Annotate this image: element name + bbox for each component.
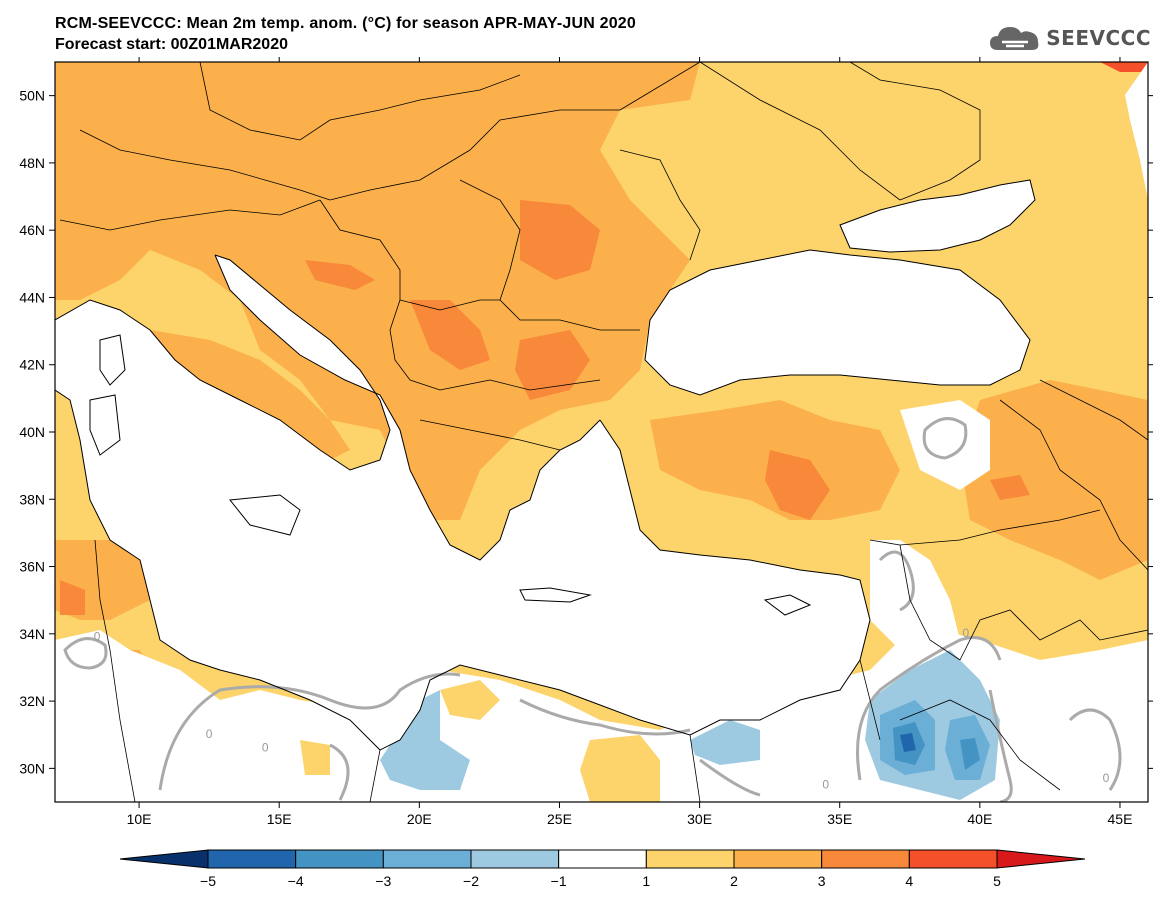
- colorbar-box: [295, 849, 384, 869]
- coastlines: [55, 179, 1036, 751]
- anomaly-field-minus-1-libya: [380, 690, 470, 790]
- seevccc-logo: SEEVCCC: [988, 22, 1151, 54]
- colorbar-box: [207, 849, 297, 869]
- sea-black: [645, 250, 1030, 395]
- colorbar-box: [382, 849, 472, 869]
- contour-labels: 0 0 0 0 0 0: [94, 626, 1110, 791]
- anomaly-field-4-5: [1100, 62, 1148, 72]
- anomaly-field-3-4-tunisia: [60, 580, 85, 615]
- anomaly-field-minus-3-saudi: [960, 738, 980, 770]
- sea-azov: [840, 180, 1035, 252]
- lat-tick-label: 36N: [19, 559, 45, 575]
- lat-tick-label: 32N: [19, 693, 45, 709]
- lat-tick-label: 46N: [19, 222, 45, 238]
- colorbar-min-triangle: [119, 849, 209, 869]
- colorbar-box: [645, 849, 735, 869]
- contour-label-zero: 0: [822, 778, 829, 792]
- anomaly-field-1-2-libya-patch: [440, 680, 500, 720]
- lon-tick-label: 40E: [967, 811, 992, 827]
- anomaly-field-3-4-serbia: [410, 300, 490, 370]
- colorbar-box: [558, 849, 647, 869]
- anomaly-field-2-3-east: [960, 380, 1148, 580]
- contour-label-zero: 0: [206, 727, 213, 741]
- logo-text: SEEVCCC: [1046, 26, 1151, 50]
- colorbar-level-label: 3: [818, 873, 826, 889]
- anomaly-field-near-zero-iraq: [900, 400, 990, 490]
- anomaly-field-3-4-romania: [520, 200, 600, 280]
- lat-tick-label: 30N: [19, 760, 45, 776]
- map-title: RCM-SEEVCCC: Mean 2m temp. anom. (°C) fo…: [55, 15, 636, 32]
- lat-tick-label: 34N: [19, 626, 45, 642]
- anomaly-field-minus-1-egypt: [690, 720, 760, 765]
- cloud-icon: [990, 27, 1039, 50]
- lat-tick-label: 40N: [19, 424, 45, 440]
- anomaly-field-minus-4-jordan: [900, 733, 916, 752]
- anomaly-field-1-2-egypt-patch: [580, 735, 660, 802]
- lon-tick-label: 10E: [127, 811, 152, 827]
- lon-tick-label: 25E: [547, 811, 572, 827]
- lon-tick-label: 15E: [267, 811, 292, 827]
- lat-tick-label: 48N: [19, 155, 45, 171]
- sea-caspian: [1125, 62, 1148, 200]
- longitude-axis: 10E 15E 20E 25E 30E 35E 40E 45E: [127, 57, 1133, 827]
- anomaly-field-1-2-egypt-patch-2: [300, 740, 330, 775]
- colorbar-level-label: −4: [288, 873, 304, 889]
- colorbar-max-triangle: [996, 849, 1086, 869]
- anomaly-field-3-4-turkey: [765, 450, 830, 520]
- lat-tick-label: 50N: [19, 88, 45, 104]
- country-borders: [59, 62, 1148, 802]
- colorbar-level-label: 4: [905, 873, 913, 889]
- lat-tick-label: 44N: [19, 289, 45, 305]
- colorbar-level-label: −2: [463, 873, 479, 889]
- map-area: [55, 62, 1148, 802]
- colorbar-level-label: 1: [642, 873, 650, 889]
- colorbar-box: [908, 849, 998, 869]
- latitude-axis: 50N 48N 46N 44N 42N 40N 38N 36N 34N 32N 30N: [19, 88, 1153, 776]
- sea-mediterranean: [55, 255, 870, 750]
- colorbar-box: [733, 849, 823, 869]
- lat-tick-label: 42N: [19, 357, 45, 373]
- colorbar-level-label: 2: [730, 873, 738, 889]
- colorbar-level-label: 5: [993, 873, 1001, 889]
- anomaly-field-near-zero-levant: [870, 540, 960, 650]
- contour-label-zero: 0: [962, 626, 969, 640]
- forecast-start: Forecast start: 00Z01MAR2020: [55, 36, 288, 53]
- colorbar-box: [470, 849, 560, 869]
- anomaly-field-3-4-bulgaria: [515, 330, 590, 400]
- contour-label-zero: 0: [94, 630, 101, 644]
- anomaly-field-3-4-bosnia: [305, 260, 375, 290]
- colorbar-box: [821, 849, 910, 869]
- colorbar: −5 −4 −3 −2 −1 1 2 3 4 5: [119, 849, 1086, 889]
- contour-label-zero: 0: [1103, 771, 1110, 785]
- contour-label-zero: 0: [262, 741, 269, 755]
- colorbar-level-label: −5: [200, 873, 216, 889]
- lat-tick-label: 38N: [19, 491, 45, 507]
- lon-tick-label: 35E: [827, 811, 852, 827]
- colorbar-level-label: −1: [551, 873, 567, 889]
- zero-contours: [63, 417, 1122, 802]
- colorbar-level-label: −3: [375, 873, 391, 889]
- anomaly-field-2-3: [55, 62, 700, 520]
- lon-tick-label: 45E: [1108, 811, 1133, 827]
- anomaly-field-3-4-east: [990, 475, 1030, 500]
- lon-tick-label: 20E: [407, 811, 432, 827]
- lon-tick-label: 30E: [687, 811, 712, 827]
